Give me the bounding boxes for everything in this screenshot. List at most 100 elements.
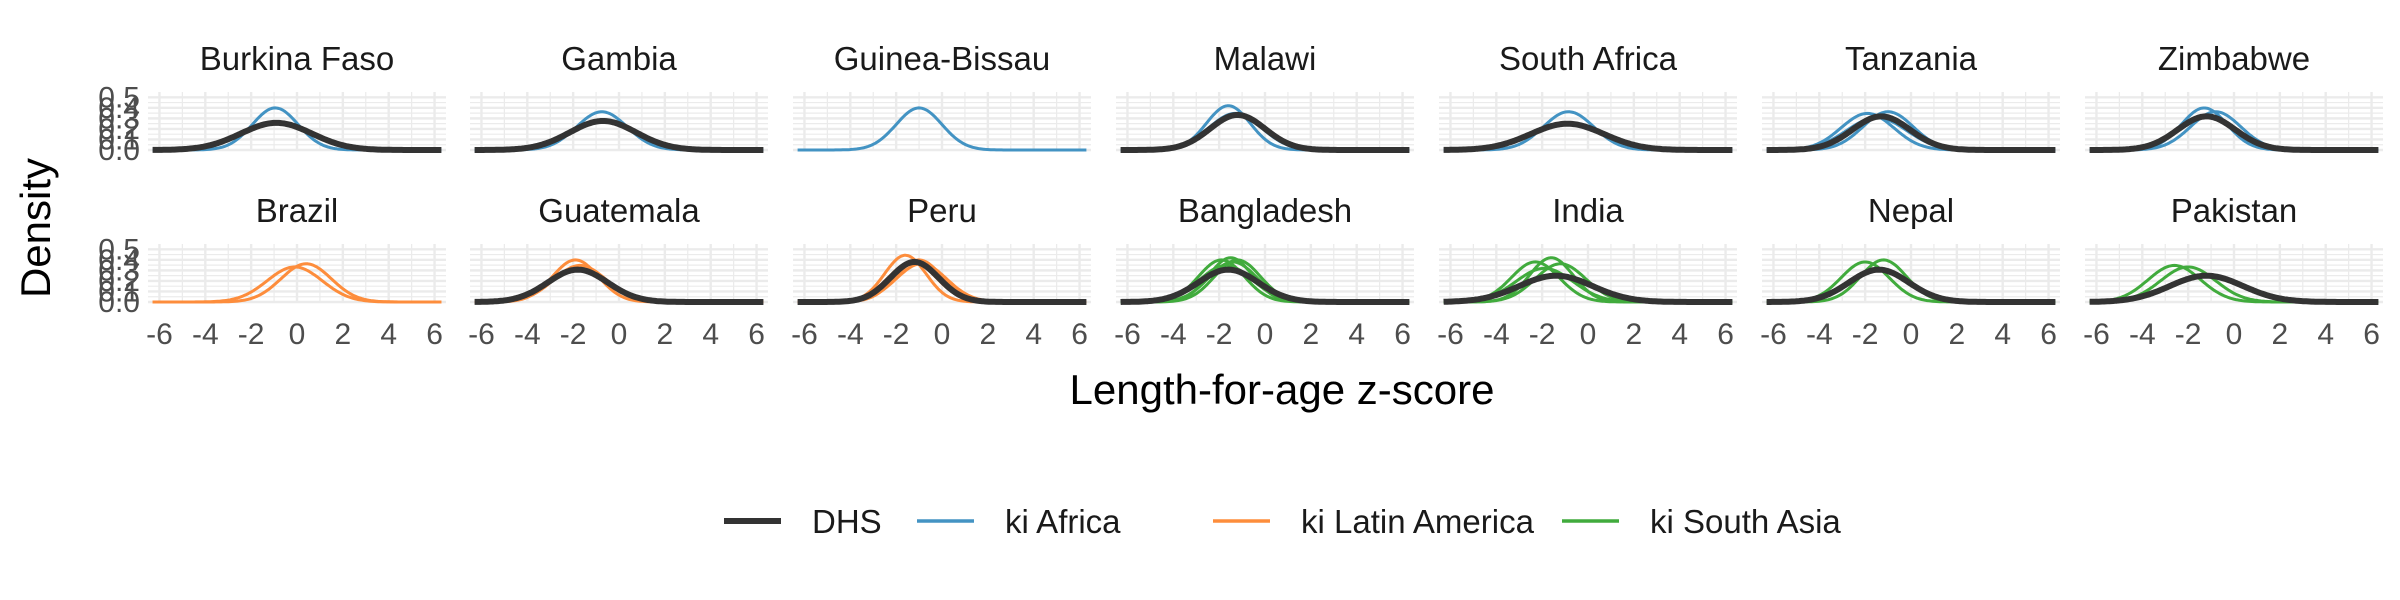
legend-item-ki-africa: ki Africa xyxy=(917,503,1121,540)
x-tick-label: 6 xyxy=(426,318,443,351)
x-tick-label: -6 xyxy=(2083,318,2110,351)
x-tick-label: 6 xyxy=(2363,318,2380,351)
panel-grid xyxy=(793,92,1091,152)
legend-item-ki-south-asia: ki South Asia xyxy=(1562,503,1841,540)
x-tick-label: 2 xyxy=(657,318,674,351)
x-tick-label: 6 xyxy=(2040,318,2057,351)
dhs-density-line xyxy=(2088,113,2380,153)
ki-density-line xyxy=(152,262,442,304)
x-tick-label: 2 xyxy=(1949,318,1966,351)
x-tick-label: 6 xyxy=(1394,318,1411,351)
x-tick-label: 4 xyxy=(1025,318,1042,351)
panel-grid xyxy=(1439,244,1737,304)
x-tick-label: -2 xyxy=(560,318,587,351)
panel-title: Zimbabwe xyxy=(2158,40,2310,77)
panel-zimbabwe: Zimbabwe xyxy=(2085,40,2383,153)
panel-title: India xyxy=(1552,192,1624,229)
x-tick-label: -6 xyxy=(468,318,495,351)
x-tick-label: 0 xyxy=(1903,318,1920,351)
panel-india: India -6 -4 -2 0 2 4 6 xyxy=(1437,192,1737,351)
panel-tanzania: Tanzania xyxy=(1762,40,2060,153)
x-tick-label: 4 xyxy=(702,318,719,351)
x-tick-label: 0 xyxy=(2226,318,2243,351)
y-tick-label: 0.0 xyxy=(98,286,140,319)
dhs-density-line xyxy=(1119,111,1411,153)
dhs-density-line xyxy=(796,258,1088,305)
panel-burkina-faso: Burkina Faso 0.00.10.20.30.40.5 xyxy=(98,40,446,167)
legend-label: ki Latin America xyxy=(1301,503,1535,540)
x-tick-label: 4 xyxy=(2317,318,2334,351)
panel-guinea-bissau: Guinea-Bissau xyxy=(793,40,1091,152)
x-tick-label: 0 xyxy=(1257,318,1274,351)
y-tick-label: 0.2 xyxy=(98,265,140,298)
panel-title: Pakistan xyxy=(2171,192,2298,229)
dhs-density-line xyxy=(2088,272,2380,305)
x-tick-label: 0 xyxy=(611,318,628,351)
panel-title: Burkina Faso xyxy=(200,40,394,77)
legend: DHS ki Africa ki Latin America ki South Asi… xyxy=(724,503,1841,540)
panel-title: South Africa xyxy=(1499,40,1678,77)
x-axis-title: Length-for-age z-score xyxy=(1070,366,1495,413)
x-tick-label: -4 xyxy=(1160,318,1187,351)
panel-title: Bangladesh xyxy=(1178,192,1352,229)
panel-bangladesh: Bangladesh -6 -4 -2 0 2 4 6 xyxy=(1114,192,1414,351)
panel-grid xyxy=(470,244,768,304)
dhs-density-line xyxy=(473,266,765,305)
x-tick-label: -2 xyxy=(883,318,910,351)
legend-label: DHS xyxy=(812,503,882,540)
panel-gambia: Gambia xyxy=(470,40,768,153)
y-tick-label: 0.5 xyxy=(98,81,140,114)
panel-grid xyxy=(1116,92,1414,152)
panel-grid xyxy=(793,244,1091,304)
x-tick-label: -4 xyxy=(192,318,219,351)
y-axis-title: Density xyxy=(12,158,59,298)
legend-item-dhs: DHS xyxy=(724,503,882,540)
dhs-density-line xyxy=(1442,272,1734,305)
panel-nepal: Nepal -6 -4 -2 0 2 4 6 xyxy=(1760,192,2060,351)
panel-title: Nepal xyxy=(1868,192,1954,229)
panel-title: Guatemala xyxy=(538,192,700,229)
panel-brazil: Brazil 0.00.10.20.30.40.5 -6 -4 -2 0 2 4 6 xyxy=(98,192,446,351)
panel-grid xyxy=(148,244,446,304)
panel-title: Peru xyxy=(907,192,977,229)
x-tick-label: -4 xyxy=(2129,318,2156,351)
panel-grid xyxy=(1762,244,2060,304)
dhs-density-line xyxy=(1119,266,1411,305)
panel-south-africa: South Africa xyxy=(1439,40,1737,153)
panel-title: Brazil xyxy=(256,192,339,229)
x-tick-label: 2 xyxy=(335,318,352,351)
y-tick-label: 0.4 xyxy=(98,92,140,125)
legend-label: ki Africa xyxy=(1005,503,1121,540)
x-tick-label: -6 xyxy=(1760,318,1787,351)
y-tick-label: 0.1 xyxy=(98,123,140,156)
y-tick-label: 0.2 xyxy=(98,113,140,146)
panel-peru: Peru -6 -4 -2 0 2 4 6 xyxy=(791,192,1091,351)
x-tick-label: -4 xyxy=(514,318,541,351)
panel-grid xyxy=(1116,244,1414,304)
x-tick-label: 4 xyxy=(1671,318,1688,351)
x-tick-label: 0 xyxy=(934,318,951,351)
y-tick-label: 0.3 xyxy=(98,254,140,287)
legend-item-ki-latin-america: ki Latin America xyxy=(1213,503,1535,540)
x-tick-label: 6 xyxy=(748,318,765,351)
panel-guatemala: Guatemala -6 -4 -2 0 2 4 6 xyxy=(468,192,768,351)
y-tick-label: 0.4 xyxy=(98,244,140,277)
y-tick-label: 0.1 xyxy=(98,275,140,308)
dhs-density-line xyxy=(151,119,443,153)
ki-density-line xyxy=(797,106,1087,152)
x-tick-label: 4 xyxy=(1994,318,2011,351)
x-tick-label: -4 xyxy=(1483,318,1510,351)
x-tick-label: -2 xyxy=(1206,318,1233,351)
panel-malawi: Malawi xyxy=(1116,40,1414,153)
x-tick-label: 0 xyxy=(289,318,306,351)
panel-grid xyxy=(1439,92,1737,152)
x-tick-label: -6 xyxy=(1114,318,1141,351)
panel-grid xyxy=(2085,244,2383,304)
x-tick-label: 2 xyxy=(1626,318,1643,351)
x-tick-label: -2 xyxy=(1852,318,1879,351)
dhs-density-line xyxy=(1765,113,2057,153)
x-tick-label: -2 xyxy=(1529,318,1556,351)
panel-title: Tanzania xyxy=(1845,40,1978,77)
panel-title: Gambia xyxy=(561,40,677,77)
